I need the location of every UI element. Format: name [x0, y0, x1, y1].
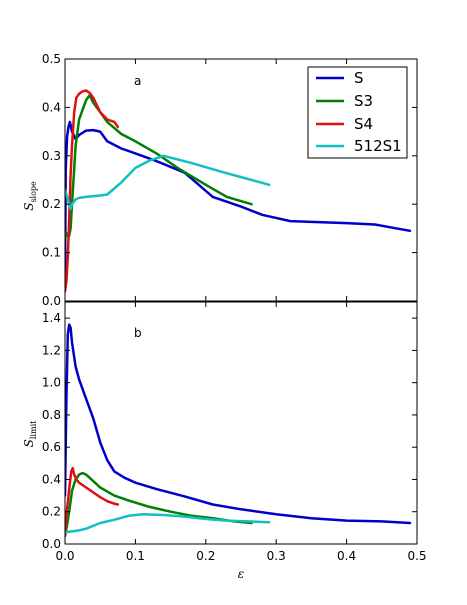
panel-a-ylabel-main: S — [22, 203, 36, 211]
panel-b-x-ticks: 0.0 0.1 0.2 0.3 0.4 0.5 — [55, 549, 426, 563]
panel-a-y-ticks: 0.0 0.1 0.2 0.3 0.4 0.5 — [42, 52, 418, 308]
panel-a-ytick-label-0-1: 0.1 — [42, 246, 61, 260]
xtick-label-0-4: 0.4 — [337, 549, 356, 563]
panel-b-y-ticks: 0.0 0.2 0.4 0.6 0.8 1.0 1.2 1.4 — [42, 302, 418, 551]
panel-a-ytick-label-0-5: 0.5 — [42, 52, 61, 66]
panel-a-ytick-label-0-4: 0.4 — [42, 100, 61, 114]
panel-b-ytick-label-0-6: 0.6 — [42, 440, 61, 454]
panel-a-series-s4 — [65, 89, 120, 293]
panel-a-ytick-label-0: 0.0 — [42, 294, 61, 308]
panel-b-ylabel: Slimit — [22, 420, 38, 447]
xtick-label-0-1: 0.1 — [126, 549, 145, 563]
panel-b-frame — [64, 301, 418, 545]
legend-label-512s1: 512S1 — [354, 137, 402, 155]
x-axis-label: ε — [238, 567, 244, 581]
xtick-label-0-3: 0.3 — [267, 549, 286, 563]
panel-b-ytick-label-0: 0.0 — [42, 537, 61, 551]
panel-b-series-s — [65, 323, 412, 525]
legend-label-s3: S3 — [354, 92, 373, 110]
panel-b-series-s3 — [65, 471, 253, 538]
panel-b: 0.0 0.2 0.4 0.6 0.8 1.0 1.2 1.4 0.0 0.1 0.2 0.3 0.4… — [22, 301, 427, 581]
panel-b-ylabel-sub: limit — [29, 420, 38, 439]
panel-b-series-512s1 — [65, 512, 271, 534]
panel-a-ytick-label-0-3: 0.3 — [42, 149, 61, 163]
panel-b-ytick-label-0-8: 0.8 — [42, 408, 61, 422]
panel-a-frame — [64, 58, 418, 302]
panel-a-ylabel-sub: slope — [29, 181, 38, 203]
panel-a-label: a — [134, 74, 141, 88]
xtick-label-0: 0.0 — [55, 549, 74, 563]
xtick-label-0-2: 0.2 — [196, 549, 215, 563]
panel-b-ytick-label-1-4: 1.4 — [42, 311, 61, 325]
panel-a: 0.0 0.1 0.2 0.3 0.4 0.5 a Sslope S S3 S4 512S… — [22, 52, 418, 308]
panel-b-ytick-label-1: 1.0 — [42, 376, 61, 390]
legend-box — [307, 66, 408, 159]
xtick-label-0-5: 0.5 — [407, 549, 426, 563]
panel-b-ytick-label-0-4: 0.4 — [42, 472, 61, 486]
legend-label-s4: S4 — [354, 115, 373, 133]
panel-a-ytick-label-0-2: 0.2 — [42, 197, 61, 211]
legend: S S3 S4 512S1 — [307, 66, 408, 159]
panel-b-ytick-label-1-2: 1.2 — [42, 343, 61, 357]
legend-label-s: S — [354, 69, 364, 87]
panel-b-ylabel-main: S — [22, 439, 36, 447]
panel-b-label: b — [134, 326, 142, 340]
panel-a-series-s — [65, 120, 412, 283]
panel-b-series-s4 — [65, 466, 120, 538]
panel-a-ylabel: Sslope — [22, 181, 38, 211]
panel-b-series — [65, 323, 412, 538]
panel-b-ytick-label-0-2: 0.2 — [42, 505, 61, 519]
